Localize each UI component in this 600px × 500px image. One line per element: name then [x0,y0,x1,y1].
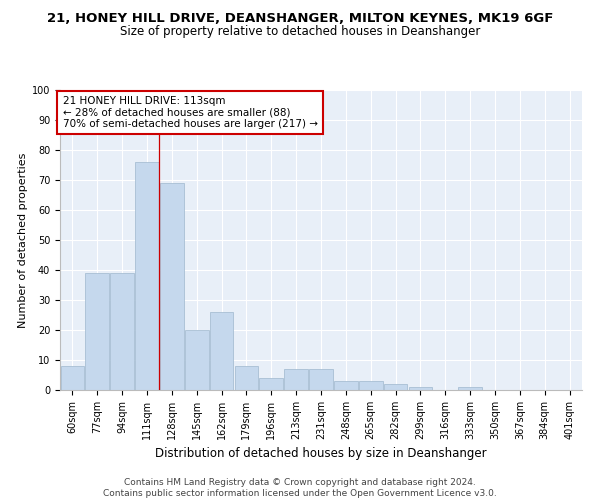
Text: Contains HM Land Registry data © Crown copyright and database right 2024.
Contai: Contains HM Land Registry data © Crown c… [103,478,497,498]
Bar [384,384,407,390]
Bar [110,273,134,390]
X-axis label: Distribution of detached houses by size in Deanshanger: Distribution of detached houses by size … [155,448,487,460]
Text: Size of property relative to detached houses in Deanshanger: Size of property relative to detached ho… [120,25,480,38]
Bar [284,369,308,390]
Bar [160,183,184,390]
Bar [85,273,109,390]
Text: 21 HONEY HILL DRIVE: 113sqm
← 28% of detached houses are smaller (88)
70% of sem: 21 HONEY HILL DRIVE: 113sqm ← 28% of det… [62,96,317,129]
Bar [259,378,283,390]
Bar [334,381,358,390]
Bar [409,387,432,390]
Bar [309,369,333,390]
Y-axis label: Number of detached properties: Number of detached properties [18,152,28,328]
Bar [210,312,233,390]
Bar [61,366,84,390]
Bar [458,387,482,390]
Bar [185,330,209,390]
Bar [235,366,258,390]
Bar [359,381,383,390]
Bar [135,162,159,390]
Text: 21, HONEY HILL DRIVE, DEANSHANGER, MILTON KEYNES, MK19 6GF: 21, HONEY HILL DRIVE, DEANSHANGER, MILTO… [47,12,553,26]
